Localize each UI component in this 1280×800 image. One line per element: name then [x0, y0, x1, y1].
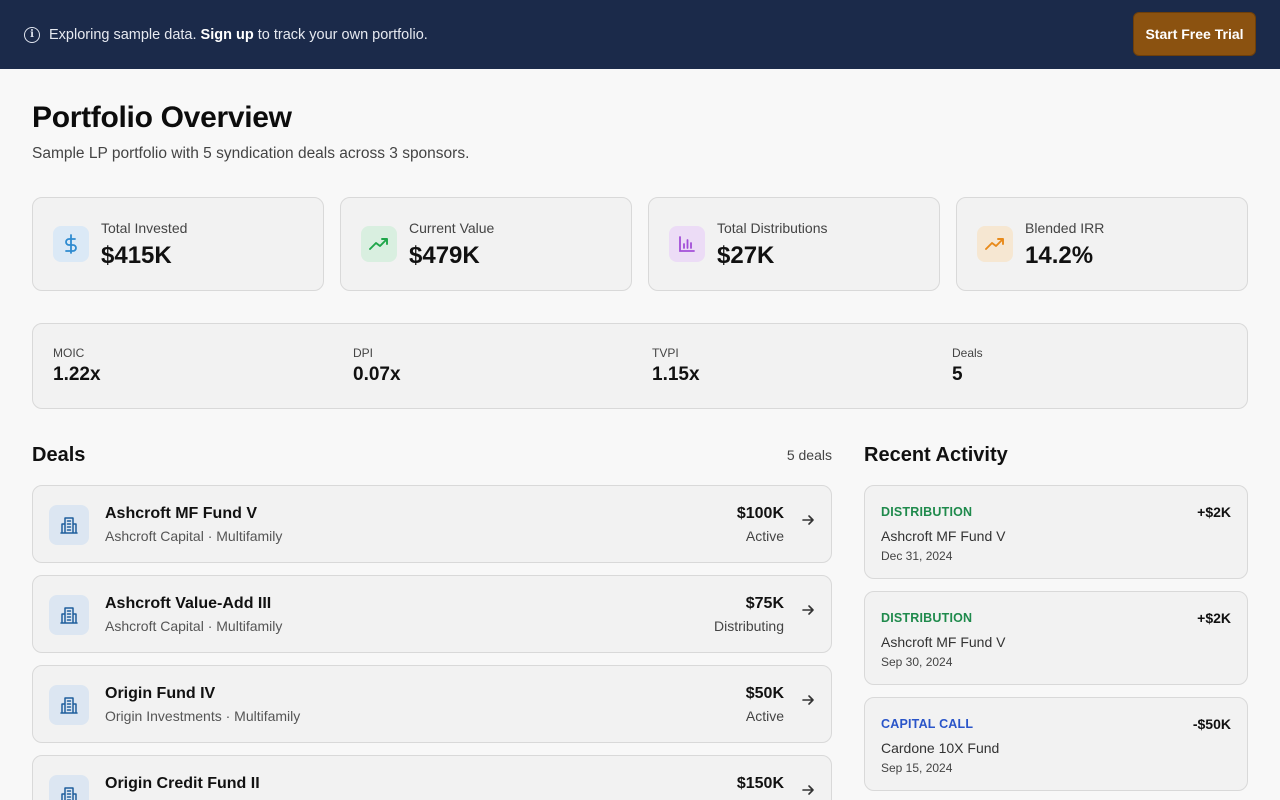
- metric-value: 0.07x: [353, 364, 401, 385]
- dollar-icon: [53, 226, 89, 262]
- deal-sponsor: Ashcroft Capital · Multifamily: [105, 618, 283, 634]
- activity-deal-name: Ashcroft MF Fund V: [881, 528, 1006, 544]
- stat-card-blended-irr: Blended IRR 14.2%: [956, 197, 1248, 291]
- deal-status: Active: [745, 528, 784, 544]
- metric-label: TVPI: [652, 346, 679, 360]
- stat-label: Current Value: [409, 220, 495, 236]
- deal-card[interactable]: Ashcroft MF Fund V Ashcroft Capital · Mu…: [32, 485, 832, 563]
- bar-chart-icon: [669, 226, 705, 262]
- activity-type: DISTRIBUTION: [881, 611, 973, 625]
- arrow-right-icon[interactable]: [801, 783, 815, 800]
- arrow-right-icon[interactable]: [801, 693, 815, 712]
- trending-up-icon: [361, 226, 397, 262]
- sign-up-link[interactable]: Sign up: [200, 26, 254, 43]
- stat-card-current-value: Current Value $479K: [340, 197, 632, 291]
- banner-text-prefix: Exploring sample data.: [49, 26, 197, 43]
- deal-name: Origin Credit Fund II: [105, 775, 260, 792]
- stat-value: $479K: [409, 242, 480, 269]
- stat-value: 14.2%: [1025, 242, 1094, 269]
- deal-status: Distributing: [713, 618, 784, 634]
- metric-value: 1.15x: [652, 364, 700, 385]
- deal-amount: $100K: [736, 505, 784, 522]
- sample-data-banner: i Exploring sample data. Sign up to trac…: [0, 0, 1280, 69]
- metric-label: DPI: [353, 346, 374, 360]
- stat-label: Blended IRR: [1025, 220, 1105, 236]
- metric-deals: Deals 5: [952, 346, 983, 386]
- activity-date: Sep 15, 2024: [881, 761, 953, 775]
- banner-message: Exploring sample data. Sign up to track …: [49, 27, 428, 43]
- building-icon: [49, 685, 89, 725]
- deal-sponsor: Ashcroft Capital · Multifamily: [105, 528, 283, 544]
- deal-name: Ashcroft MF Fund V: [105, 505, 257, 522]
- activity-amount: +$2K: [1197, 610, 1231, 626]
- deals-count: 5 deals: [786, 447, 832, 463]
- stat-value: $27K: [717, 242, 775, 269]
- activity-card: CAPITAL CALL -$50K Cardone 10X Fund Sep …: [864, 697, 1248, 791]
- stat-label: Total Distributions: [717, 220, 828, 236]
- building-icon: [49, 505, 89, 545]
- activity-amount: +$2K: [1197, 504, 1231, 520]
- deal-amount: $75K: [745, 595, 784, 612]
- stat-card-total-distributions: Total Distributions $27K: [648, 197, 940, 291]
- activity-type: DISTRIBUTION: [881, 505, 973, 519]
- activity-deal-name: Ashcroft MF Fund V: [881, 634, 1006, 650]
- deal-amount: $150K: [736, 775, 784, 792]
- building-icon: [49, 775, 89, 800]
- metric-dpi: DPI 0.07x: [353, 346, 401, 386]
- stat-value: $415K: [101, 242, 172, 269]
- start-free-trial-button[interactable]: Start Free Trial: [1133, 12, 1256, 56]
- metric-moic: MOIC 1.22x: [53, 346, 101, 386]
- deal-amount: $50K: [745, 685, 784, 702]
- deal-sponsor: Origin Investments · Multifamily: [105, 708, 301, 724]
- activity-card: DISTRIBUTION +$2K Ashcroft MF Fund V Sep…: [864, 591, 1248, 685]
- deal-card[interactable]: Origin Fund IV Origin Investments · Mult…: [32, 665, 832, 743]
- activity-type: CAPITAL CALL: [881, 717, 974, 731]
- activity-card: DISTRIBUTION +$2K Ashcroft MF Fund V Dec…: [864, 485, 1248, 579]
- arrow-right-icon[interactable]: [801, 603, 815, 622]
- stat-card-total-invested: Total Invested $415K: [32, 197, 324, 291]
- activity-amount: -$50K: [1192, 716, 1231, 732]
- metric-value: 1.22x: [53, 364, 101, 385]
- metric-label: Deals: [952, 346, 983, 360]
- page-title: Portfolio Overview: [32, 101, 292, 134]
- trending-up-icon: [977, 226, 1013, 262]
- metric-value: 5: [952, 364, 963, 385]
- activity-date: Dec 31, 2024: [881, 549, 953, 563]
- activity-date: Sep 30, 2024: [881, 655, 953, 669]
- recent-activity-heading: Recent Activity: [864, 444, 1008, 466]
- activity-deal-name: Cardone 10X Fund: [881, 740, 1000, 756]
- deal-name: Ashcroft Value-Add III: [105, 595, 272, 612]
- deal-name: Origin Fund IV: [105, 685, 216, 702]
- metrics-panel: MOIC 1.22x DPI 0.07x TVPI 1.15x Deals 5: [32, 323, 1248, 409]
- stat-label: Total Invested: [101, 220, 188, 236]
- metric-label: MOIC: [53, 346, 85, 360]
- deal-status: Active: [745, 708, 784, 724]
- banner-text-suffix: to track your own portfolio.: [257, 26, 428, 43]
- deals-heading: Deals: [32, 444, 86, 466]
- deal-card[interactable]: Origin Credit Fund II $150K: [32, 755, 832, 800]
- building-icon: [49, 595, 89, 635]
- arrow-right-icon[interactable]: [801, 513, 815, 532]
- page-subtitle: Sample LP portfolio with 5 syndication d…: [32, 145, 470, 162]
- metric-tvpi: TVPI 1.15x: [652, 346, 700, 386]
- deal-card[interactable]: Ashcroft Value-Add III Ashcroft Capital …: [32, 575, 832, 653]
- info-icon: i: [24, 26, 40, 43]
